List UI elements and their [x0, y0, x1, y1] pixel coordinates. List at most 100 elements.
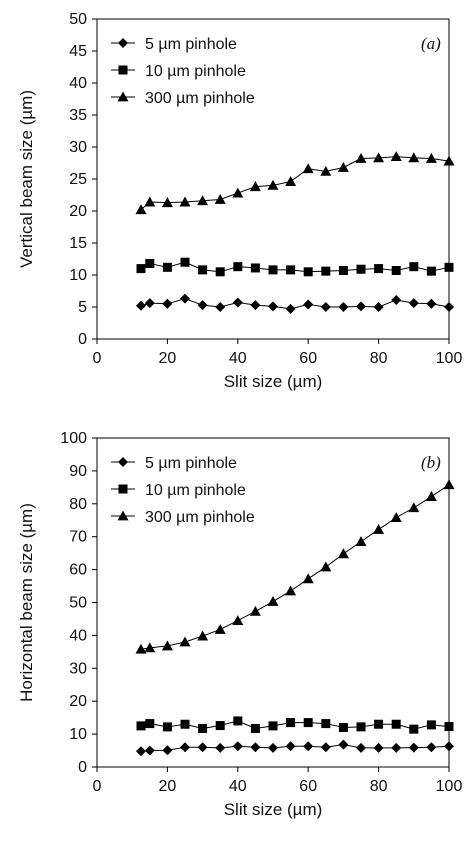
- data-point-diamond: [197, 300, 208, 311]
- y-tick-label: 45: [69, 43, 87, 60]
- data-point-triangle: [144, 196, 156, 207]
- data-point-diamond: [285, 303, 296, 314]
- data-point-diamond: [180, 293, 190, 304]
- data-point-square: [286, 718, 296, 728]
- panel-label: (b): [421, 453, 441, 472]
- y-tick-label: 20: [69, 693, 87, 710]
- x-tick-label: 80: [370, 350, 388, 367]
- data-point-diamond: [320, 302, 331, 312]
- x-tick-label: 80: [370, 778, 388, 795]
- panel-label: (a): [421, 34, 441, 53]
- data-point-triangle: [373, 152, 385, 163]
- x-tick-label: 20: [159, 350, 177, 367]
- y-tick-label: 35: [69, 107, 87, 124]
- data-point-square: [250, 263, 260, 273]
- data-point-diamond: [144, 298, 155, 309]
- data-point-square: [374, 719, 384, 729]
- x-axis-label: Slit size (µm): [224, 800, 323, 819]
- data-point-triangle: [302, 573, 314, 584]
- data-point-square: [145, 258, 155, 268]
- data-point-diamond: [144, 745, 155, 756]
- data-point-square: [338, 723, 348, 733]
- legend-marker-square: [118, 65, 128, 75]
- data-point-diamond: [215, 302, 226, 312]
- legend-label: 5 µm pinhole: [145, 455, 237, 472]
- data-point-diamond: [250, 742, 261, 753]
- legend-marker-diamond: [118, 457, 128, 467]
- x-tick-label: 60: [299, 350, 317, 367]
- data-point-diamond: [426, 298, 437, 309]
- data-point-triangle: [179, 636, 191, 647]
- data-point-triangle: [267, 596, 279, 606]
- x-tick-label: 20: [159, 778, 177, 795]
- data-point-diamond: [373, 302, 384, 312]
- x-tick-label: 40: [229, 350, 247, 367]
- legend-marker-triangle: [117, 510, 129, 521]
- data-point-triangle: [355, 536, 367, 547]
- data-point-square: [286, 265, 296, 275]
- data-point-diamond: [338, 739, 349, 750]
- data-point-triangle: [197, 195, 209, 206]
- data-point-square: [409, 724, 419, 734]
- y-tick-label: 50: [69, 11, 87, 28]
- data-point-triangle: [408, 152, 420, 163]
- data-point-triangle: [135, 643, 147, 654]
- y-tick-label: 5: [78, 299, 87, 316]
- data-point-triangle: [232, 615, 244, 625]
- data-point-square: [268, 721, 278, 731]
- data-point-triangle: [249, 605, 261, 616]
- data-point-triangle: [161, 197, 173, 208]
- data-point-triangle: [425, 153, 437, 163]
- data-point-square: [162, 722, 172, 732]
- data-point-square: [356, 264, 366, 274]
- data-point-diamond: [444, 302, 454, 312]
- x-tick-label: 40: [229, 778, 247, 795]
- data-point-triangle: [197, 630, 209, 641]
- data-point-square: [136, 721, 146, 731]
- data-point-diamond: [338, 302, 349, 312]
- data-point-triangle: [214, 623, 226, 634]
- data-point-diamond: [136, 746, 146, 757]
- data-point-square: [409, 262, 419, 272]
- data-point-square: [180, 257, 190, 267]
- data-point-diamond: [391, 742, 402, 753]
- data-point-triangle: [267, 179, 279, 190]
- data-point-triangle: [302, 163, 314, 174]
- data-point-diamond: [215, 742, 226, 753]
- data-point-diamond: [356, 742, 366, 753]
- x-tick-label: 0: [93, 350, 102, 367]
- data-point-square: [268, 265, 278, 275]
- data-point-triangle: [337, 548, 349, 559]
- data-point-square: [374, 264, 384, 274]
- data-point-triangle: [443, 155, 455, 166]
- y-tick-label: 30: [69, 139, 87, 156]
- data-point-square: [215, 721, 225, 731]
- data-point-square: [198, 724, 208, 734]
- data-point-square: [180, 719, 190, 729]
- legend-label: 10 µm pinhole: [145, 63, 246, 80]
- data-point-square: [391, 719, 401, 729]
- y-tick-label: 100: [60, 430, 87, 447]
- series-square: [136, 257, 454, 277]
- data-point-square: [426, 266, 436, 276]
- data-point-square: [356, 722, 366, 732]
- data-point-triangle: [337, 161, 349, 172]
- data-point-diamond: [180, 742, 190, 753]
- y-axis-label: Vertical beam size (µm): [17, 90, 36, 268]
- series-triangle: [135, 479, 455, 654]
- y-tick-label: 30: [69, 660, 87, 677]
- data-point-triangle: [135, 204, 147, 215]
- legend-marker-diamond: [118, 38, 128, 48]
- data-point-diamond: [232, 297, 243, 308]
- data-point-triangle: [390, 151, 402, 161]
- data-point-square: [303, 718, 313, 728]
- data-point-diamond: [268, 301, 278, 312]
- data-point-triangle: [214, 193, 226, 204]
- y-tick-label: 60: [69, 562, 87, 579]
- data-point-diamond: [408, 298, 419, 309]
- data-point-triangle: [249, 181, 261, 192]
- y-tick-label: 80: [69, 496, 87, 513]
- data-point-square: [321, 266, 331, 276]
- data-point-square: [338, 266, 348, 276]
- data-point-square: [198, 265, 208, 275]
